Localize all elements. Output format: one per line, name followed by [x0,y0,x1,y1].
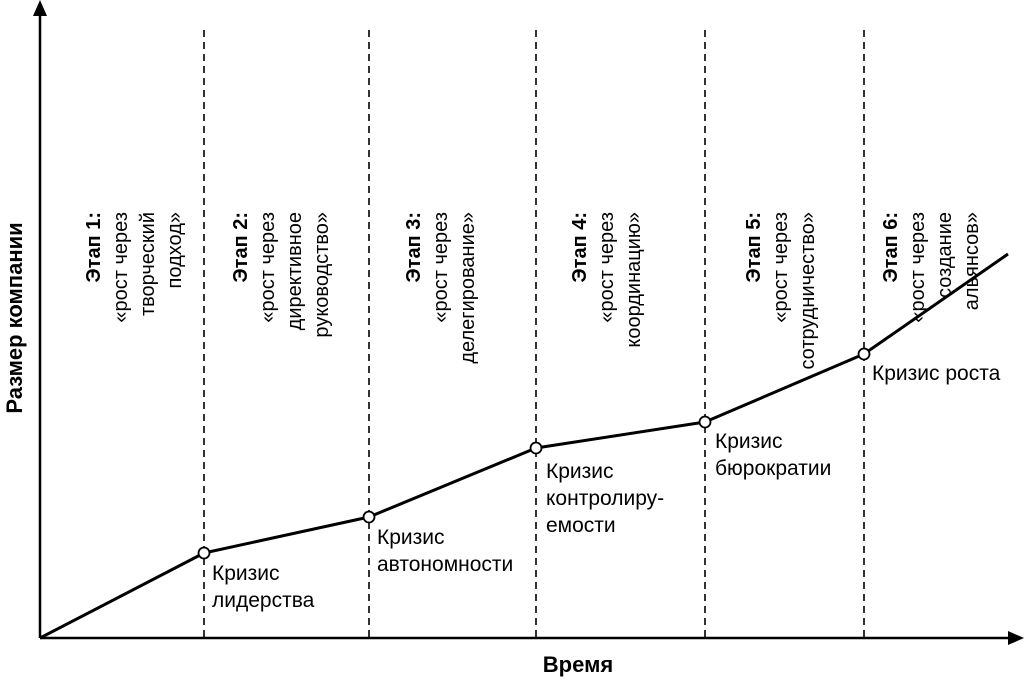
stage-label-6: Этап 6: «рост через создание альянсов» [880,212,983,323]
crisis-label-line: Кризис роста [872,362,1001,385]
stage-description-line: «рост через [110,212,132,323]
stage-label-5: Этап 5: «рост через сотрудничество» [743,212,819,370]
stage-description-line: «рост через [770,212,792,323]
stage-title: Этап 3: [403,212,425,283]
x-axis-arrow-icon [1008,631,1024,645]
crisis-labels: Кризис лидерства Кризис автономности Кризис к… [212,362,1001,612]
crisis-label-line: Кризис [212,562,280,585]
stage-dividers [203,30,865,638]
stage-description-line: директивное [284,212,306,330]
stage-label-4: Этап 4: «рост через координацию» [569,212,645,348]
stage-description-line: сотрудничество» [797,212,819,370]
stage-title: Этап 2: [230,212,252,283]
stage-title: Этап 6: [880,212,902,283]
crisis-label-5: Кризис роста [872,362,1001,385]
stage-description-line: творческий [137,212,159,316]
stage-description-line: руководство» [311,212,333,338]
crisis-label-line: контролиру- [546,487,664,510]
stage-label-1: Этап 1: «рост через творческий подход» [83,212,186,323]
crisis-label-2: Кризис автономности [377,526,513,576]
stage-description-line: делегирование» [457,212,479,364]
crisis-marker-3 [529,441,543,455]
crisis-marker-2 [362,510,376,524]
y-axis-arrow-icon [33,0,47,16]
crisis-marker-1 [197,546,211,560]
stage-label-2: Этап 2: «рост через директивное руководство… [230,212,333,338]
stage-description-line: альянсов» [961,212,983,310]
x-axis-label: Время [543,652,613,677]
crisis-label-line: Кризис [546,460,614,483]
crisis-label-line: емости [546,514,616,537]
stage-label-3: Этап 3: «рост через делегирование» [403,212,479,364]
stage-description-line: подход» [164,212,186,288]
crisis-label-line: автономности [377,553,513,576]
stage-description-line: «рост через [596,212,618,323]
crisis-label-line: бюрократии [715,457,831,480]
stage-description-line: создание [934,212,956,298]
crisis-label-line: Кризис [377,526,445,549]
stage-title: Этап 1: [83,212,105,283]
crisis-label-1: Кризис лидерства [212,562,315,612]
crisis-marker-4 [698,415,712,429]
stage-labels: Этап 1: «рост через творческий подход» Этап … [83,212,983,370]
crisis-label-line: Кризис [715,430,783,453]
stage-title: Этап 5: [743,212,765,283]
crisis-points [197,347,871,560]
growth-curve [39,252,1009,640]
crisis-label-4: Кризис бюрократии [715,430,831,480]
stage-title: Этап 4: [569,212,591,283]
stage-description-line: координацию» [623,212,645,348]
stage-description-line: «рост через [430,212,452,323]
stage-description-line: «рост через [907,212,929,323]
crisis-label-3: Кризис контролиру-емости [546,460,664,537]
stage-description-line: «рост через [257,212,279,323]
crisis-label-line: лидерства [212,589,315,612]
crisis-marker-5 [857,347,871,361]
y-axis-label: Размер компании [2,222,27,413]
